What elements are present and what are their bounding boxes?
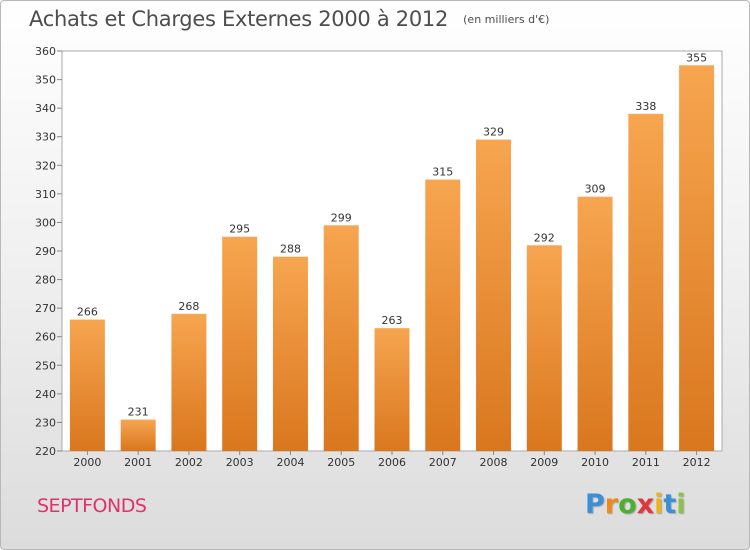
- bar: [476, 139, 512, 452]
- y-tick-label: 320: [35, 159, 56, 172]
- bar: [628, 113, 664, 451]
- y-tick-label: 330: [35, 131, 56, 144]
- y-tick-label: 250: [35, 359, 56, 372]
- x-axis: 2000 2001 2002 2003 2004 2005 2006 2007 2008 2009…: [73, 451, 711, 469]
- y-tick-label: 240: [35, 388, 56, 401]
- y-tick-label: 300: [35, 216, 56, 229]
- bar: [526, 245, 562, 451]
- y-tick-label: 350: [35, 74, 56, 87]
- y-axis: 220 230 240 250 260 270 280 290 300 310 320 330 340 3…: [35, 45, 62, 458]
- logo-letter: P: [585, 489, 605, 520]
- bar: [323, 225, 359, 451]
- logo-letter: r: [604, 489, 619, 520]
- bar-value-label: 268: [178, 300, 199, 313]
- y-tick-label: 340: [35, 102, 56, 115]
- bar: [679, 65, 715, 452]
- commune-name: SEPTFONDS: [37, 495, 147, 517]
- y-tick-label: 360: [35, 45, 56, 58]
- bar: [222, 236, 258, 451]
- x-tick-label: 2011: [632, 456, 660, 469]
- y-tick-label: 260: [35, 331, 56, 344]
- proxiti-logo: Proxiti: [585, 489, 686, 520]
- x-tick-label: 2010: [581, 456, 609, 469]
- x-tick-label: 2008: [480, 456, 508, 469]
- bar-value-label: 263: [382, 314, 403, 327]
- y-tick-label: 280: [35, 274, 56, 287]
- x-tick-label: 2001: [124, 456, 152, 469]
- x-tick-label: 2004: [276, 456, 304, 469]
- x-tick-label: 2002: [175, 456, 203, 469]
- bar: [374, 328, 410, 451]
- logo-letter: i: [676, 489, 686, 520]
- bar-value-label: 266: [77, 306, 98, 319]
- x-tick-label: 2000: [73, 456, 101, 469]
- bar: [272, 256, 308, 451]
- bar: [171, 313, 207, 451]
- bar-value-label: 338: [635, 100, 656, 113]
- bar-value-label: 231: [128, 406, 149, 419]
- chart-subtitle: (en milliers d'€): [463, 13, 550, 26]
- bar: [425, 179, 461, 452]
- bar-value-label: 309: [585, 183, 606, 196]
- x-tick-label: 2005: [327, 456, 355, 469]
- x-tick-label: 2007: [429, 456, 457, 469]
- x-tick-label: 2003: [226, 456, 254, 469]
- logo-letter: o: [618, 489, 637, 520]
- y-tick-label: 290: [35, 245, 56, 258]
- bar: [120, 419, 156, 451]
- x-tick-label: 2006: [378, 456, 406, 469]
- title-row: Achats et Charges Externes 2000 à 2012 (…: [29, 7, 549, 31]
- x-tick-label: 2009: [530, 456, 558, 469]
- bar-value-label: 315: [432, 166, 453, 179]
- bars: 266 231 268 295 288 299 263 315 329 292 309 338 355: [69, 51, 715, 452]
- y-tick-label: 230: [35, 416, 56, 429]
- bar-value-label: 329: [483, 126, 504, 139]
- bar-value-label: 299: [331, 211, 352, 224]
- y-tick-label: 310: [35, 188, 56, 201]
- logo-letter: i: [654, 489, 664, 520]
- bar-value-label: 355: [686, 51, 707, 64]
- y-tick-label: 270: [35, 302, 56, 315]
- x-tick-label: 2012: [683, 456, 711, 469]
- bar: [69, 319, 105, 451]
- chart-title: Achats et Charges Externes 2000 à 2012: [29, 7, 449, 31]
- logo-letter: x: [636, 489, 655, 520]
- logo-letter: t: [663, 489, 677, 520]
- y-tick-label: 220: [35, 445, 56, 458]
- bar-value-label: 288: [280, 243, 301, 256]
- bar-value-label: 295: [229, 223, 250, 236]
- bar: [577, 196, 613, 451]
- bar-value-label: 292: [534, 231, 555, 244]
